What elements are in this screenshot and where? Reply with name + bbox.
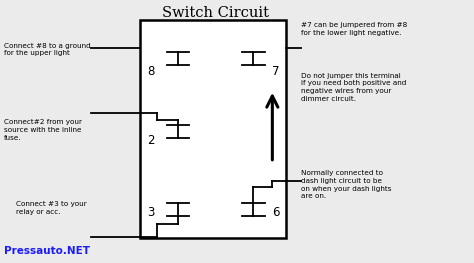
Text: 7: 7 xyxy=(273,65,280,78)
Text: Connect #3 to your
relay or acc.: Connect #3 to your relay or acc. xyxy=(16,201,86,215)
Text: Connect#2 from your
source with the inline
fuse.: Connect#2 from your source with the inli… xyxy=(4,119,82,141)
Text: 2: 2 xyxy=(147,134,155,147)
Bar xyxy=(140,20,286,238)
Text: Pressauto.NET: Pressauto.NET xyxy=(4,246,90,256)
Text: 8: 8 xyxy=(147,65,155,78)
Text: Normally connected to
dash light circuit to be
on when your dash lights
are on.: Normally connected to dash light circuit… xyxy=(301,170,391,199)
Text: 6: 6 xyxy=(273,206,280,219)
Text: Do not jumper this terminal
if you need both positive and
negative wires from yo: Do not jumper this terminal if you need … xyxy=(301,73,406,102)
Text: Connect #8 to a ground
for the upper light: Connect #8 to a ground for the upper lig… xyxy=(4,43,91,56)
Text: Switch Circuit: Switch Circuit xyxy=(162,6,269,20)
Text: #7 can be jumpered from #8
for the lower light negative.: #7 can be jumpered from #8 for the lower… xyxy=(301,22,407,36)
Text: 3: 3 xyxy=(147,206,155,219)
